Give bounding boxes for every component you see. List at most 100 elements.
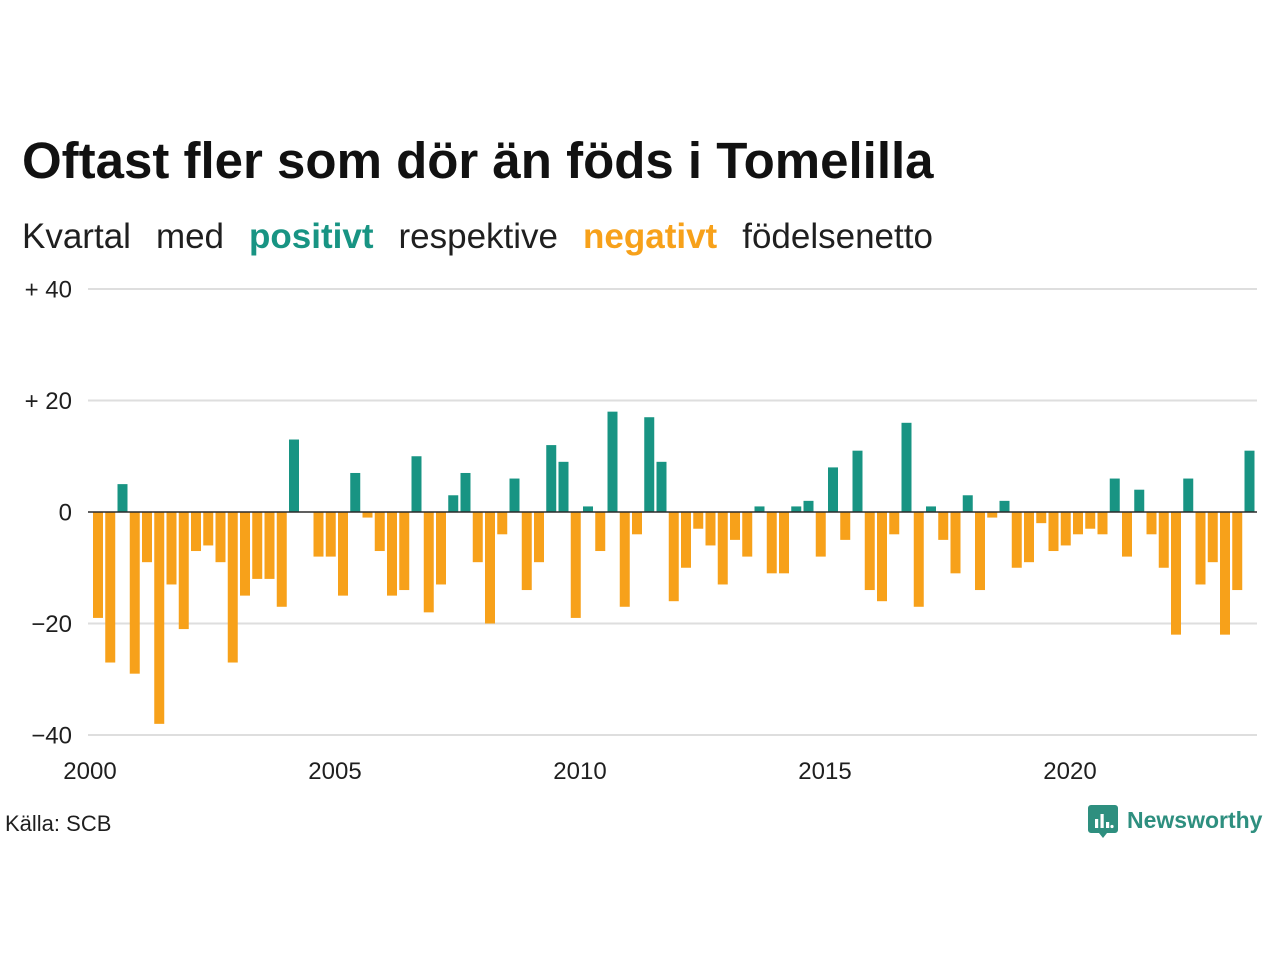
bar-negative (436, 512, 446, 585)
bar-positive (411, 456, 422, 512)
source-note: Källa: SCB (5, 811, 112, 836)
bar-negative (840, 512, 851, 540)
bar-negative (779, 512, 789, 574)
bar-positive (460, 472, 471, 512)
y-tick-label: + 20 (25, 388, 72, 415)
bar-negative (1048, 512, 1059, 552)
bar-negative (423, 512, 434, 613)
bar-negative (240, 512, 250, 596)
bar-negative (313, 512, 324, 557)
bar-negative (93, 512, 103, 618)
x-tick-label: 2015 (798, 758, 851, 785)
bar-negative (166, 512, 177, 585)
subtitle-word: respektive (398, 217, 559, 256)
bar-negative (1060, 512, 1071, 546)
bar-negative (338, 512, 348, 596)
x-tick-label: 2000 (63, 758, 116, 785)
bar-negative (632, 512, 642, 535)
bar-negative (497, 512, 508, 535)
subtitle-word: med (155, 217, 225, 256)
chart-subtitle: Kvartal med positivt respektive negativt… (22, 219, 933, 254)
bar-negative (252, 512, 263, 579)
bar-negative (105, 512, 116, 663)
bar-negative (399, 512, 410, 591)
bar-positive (754, 506, 765, 512)
y-axis: + 40 + 20 0 −20 −40 (25, 277, 72, 750)
newsworthy-logo-icon (1088, 805, 1118, 838)
bar-negative (154, 512, 165, 724)
x-tick-label: 2005 (308, 758, 361, 785)
bar-negative (276, 512, 287, 607)
bar-positive (583, 506, 593, 512)
bar-negative (534, 512, 544, 563)
bar-negative (1073, 512, 1083, 535)
bar-positive (644, 417, 655, 512)
bar-negative (681, 512, 691, 568)
bar-positive (803, 500, 814, 512)
bar-negative (877, 512, 887, 602)
bar-positive (1109, 478, 1120, 512)
bar-negative (766, 512, 777, 574)
gridlines (88, 288, 1257, 736)
bar-positive (656, 461, 667, 512)
bar-positive (117, 484, 128, 512)
bar-negative (387, 512, 397, 596)
bar-negative (129, 512, 140, 674)
y-tick-label: −20 (31, 611, 72, 638)
bar-positive (962, 495, 973, 512)
bar-negative (1207, 512, 1218, 563)
bar-negative (705, 512, 716, 546)
logo: Newsworthy (1088, 805, 1262, 839)
x-axis: 2000 2005 2010 2015 2020 (63, 758, 1096, 785)
bar-negative (950, 512, 961, 574)
bar-negative (325, 512, 336, 557)
x-tick-label: 2020 (1043, 758, 1096, 785)
bar-positive (448, 495, 459, 512)
y-tick-label: −40 (31, 723, 72, 750)
bar-positive (289, 439, 299, 512)
bar-negative (693, 512, 704, 529)
bars (93, 411, 1255, 724)
bar-negative (1122, 512, 1132, 557)
bar-negative (1232, 512, 1243, 591)
bar-negative (178, 512, 189, 630)
bar-negative (374, 512, 385, 552)
bar-negative (1195, 512, 1206, 585)
subtitle-word: Kvartal (22, 217, 131, 256)
bar-negative (913, 512, 924, 607)
x-tick-label: 2010 (553, 758, 606, 785)
negative-label: negativt (583, 217, 718, 256)
bar-negative (191, 512, 201, 552)
bar-positive (558, 461, 569, 512)
bar-negative (742, 512, 753, 557)
bar-negative (264, 512, 275, 579)
bar-negative (730, 512, 740, 540)
bar-positive (926, 506, 936, 512)
bar-negative (864, 512, 875, 591)
y-tick-label: 0 (59, 500, 72, 527)
bar-negative (938, 512, 949, 540)
bar-positive (999, 500, 1010, 512)
bar-negative (668, 512, 679, 602)
bar-negative (1097, 512, 1108, 535)
subtitle-word: födelsenetto (742, 217, 933, 256)
bar-negative (1024, 512, 1034, 563)
bar-negative (815, 512, 826, 557)
bar-negative (1036, 512, 1047, 524)
chart-title: Oftast fler som dör än föds i Tomelilla (22, 132, 934, 189)
bar-negative (595, 512, 606, 552)
bar-positive (901, 422, 912, 512)
bar-positive (350, 472, 361, 512)
bar-negative (215, 512, 226, 563)
bar-positive (852, 450, 863, 512)
bar-negative (362, 512, 373, 518)
bar-negative (472, 512, 483, 563)
logo-text: Newsworthy (1127, 807, 1263, 833)
bar-positive (509, 478, 520, 512)
bar-positive (1134, 489, 1145, 512)
bar-positive (1244, 450, 1255, 512)
bar-negative (1085, 512, 1096, 529)
bar-negative (521, 512, 532, 591)
bar-negative (485, 512, 495, 624)
bar-negative (1171, 512, 1181, 635)
